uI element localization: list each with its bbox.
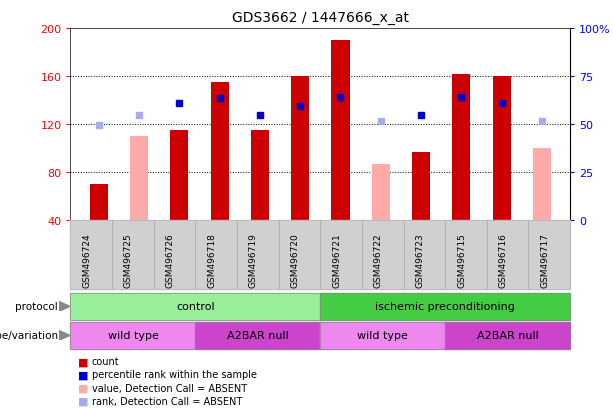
Text: GSM496719: GSM496719 (249, 232, 258, 287)
Bar (170, 131, 188, 221)
Text: GSM496723: GSM496723 (416, 233, 424, 287)
Text: GSM496721: GSM496721 (332, 233, 341, 287)
Text: count: count (92, 356, 120, 366)
Text: GSM496725: GSM496725 (124, 233, 133, 287)
Text: control: control (176, 301, 215, 312)
Text: ■: ■ (77, 396, 88, 406)
Text: GSM496717: GSM496717 (540, 232, 549, 287)
Text: ischemic preconditioning: ischemic preconditioning (375, 301, 515, 312)
Bar (251, 131, 269, 221)
Text: A2BAR null: A2BAR null (477, 330, 538, 341)
Text: GSM496726: GSM496726 (166, 233, 175, 287)
Text: GSM496716: GSM496716 (498, 232, 508, 287)
Bar (412, 152, 430, 221)
Text: genotype/variation: genotype/variation (0, 330, 58, 341)
Text: GSM496720: GSM496720 (291, 233, 300, 287)
Title: GDS3662 / 1447666_x_at: GDS3662 / 1447666_x_at (232, 11, 409, 25)
Text: wild type: wild type (357, 330, 408, 341)
Text: GSM496722: GSM496722 (374, 233, 383, 287)
Bar (130, 137, 148, 221)
Text: GSM496718: GSM496718 (207, 232, 216, 287)
Bar (210, 83, 229, 221)
Text: A2BAR null: A2BAR null (227, 330, 289, 341)
Bar (533, 149, 551, 221)
Text: GSM496715: GSM496715 (457, 232, 466, 287)
Bar (89, 185, 108, 221)
Text: percentile rank within the sample: percentile rank within the sample (92, 370, 257, 380)
Text: protocol: protocol (15, 301, 58, 312)
Text: rank, Detection Call = ABSENT: rank, Detection Call = ABSENT (92, 396, 242, 406)
Text: wild type: wild type (107, 330, 158, 341)
Polygon shape (59, 301, 70, 311)
Text: ■: ■ (77, 370, 88, 380)
Bar (291, 77, 309, 221)
Text: ■: ■ (77, 356, 88, 366)
Bar (332, 41, 349, 221)
Polygon shape (59, 330, 70, 340)
Bar (452, 74, 470, 221)
Text: ■: ■ (77, 383, 88, 393)
Bar (371, 164, 390, 221)
Text: GSM496724: GSM496724 (82, 233, 91, 287)
Text: value, Detection Call = ABSENT: value, Detection Call = ABSENT (92, 383, 247, 393)
Bar (492, 77, 511, 221)
